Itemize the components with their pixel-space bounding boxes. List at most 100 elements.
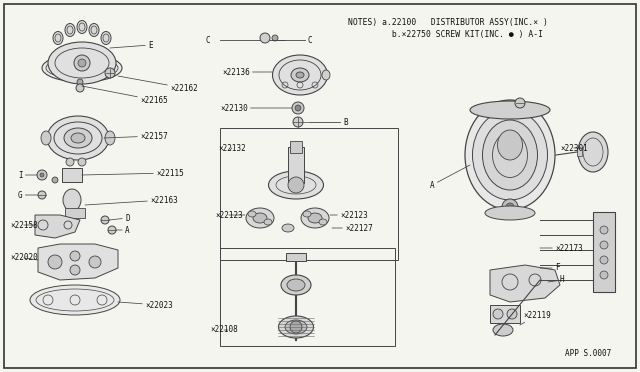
Circle shape [74, 55, 90, 71]
Text: ×22127: ×22127 [332, 224, 372, 232]
Text: E: E [110, 41, 152, 49]
Bar [65, 208, 85, 218]
Text: A: A [430, 165, 470, 189]
Ellipse shape [303, 211, 311, 217]
Ellipse shape [301, 208, 329, 228]
Circle shape [600, 241, 608, 249]
Circle shape [600, 271, 608, 279]
Text: ×22115: ×22115 [82, 169, 184, 177]
Ellipse shape [246, 208, 274, 228]
Text: ×22020: ×22020 [10, 253, 38, 263]
Text: NOTES) a.22100   DISTRIBUTOR ASSY(INC.× ): NOTES) a.22100 DISTRIBUTOR ASSY(INC.× ) [348, 18, 548, 27]
Bar [288, 147, 304, 183]
Text: I: I [18, 170, 37, 180]
Polygon shape [490, 265, 560, 302]
Text: ×22162: ×22162 [118, 76, 198, 93]
Ellipse shape [71, 133, 85, 143]
Ellipse shape [282, 224, 294, 232]
Ellipse shape [483, 120, 538, 190]
Ellipse shape [308, 213, 322, 223]
Text: C: C [205, 35, 210, 45]
Circle shape [515, 98, 525, 108]
Ellipse shape [497, 130, 522, 160]
Circle shape [101, 216, 109, 224]
Text: A: A [116, 225, 130, 234]
Circle shape [108, 226, 116, 234]
Ellipse shape [273, 55, 328, 95]
Circle shape [89, 256, 101, 268]
Circle shape [600, 226, 608, 234]
Ellipse shape [77, 45, 87, 58]
Text: ×22132: ×22132 [218, 144, 246, 153]
Text: D: D [109, 214, 130, 222]
Bar [220, 128, 398, 260]
Circle shape [76, 84, 84, 92]
Text: F: F [540, 263, 559, 273]
Bar [220, 248, 395, 346]
Circle shape [52, 177, 58, 183]
Bar [490, 305, 520, 323]
Ellipse shape [285, 320, 307, 334]
Text: ×22165: ×22165 [82, 86, 168, 105]
Circle shape [38, 191, 46, 199]
Ellipse shape [53, 32, 63, 45]
Circle shape [40, 173, 44, 177]
Ellipse shape [105, 131, 115, 145]
Ellipse shape [278, 316, 314, 338]
Circle shape [66, 158, 74, 166]
Text: ×22023: ×22023 [118, 301, 173, 310]
Text: ×22123: ×22123 [215, 211, 245, 219]
Text: ×22157: ×22157 [104, 131, 168, 141]
Ellipse shape [281, 275, 311, 295]
Circle shape [105, 68, 115, 78]
Text: ×22173: ×22173 [540, 244, 583, 253]
Text: APP S.0007: APP S.0007 [565, 349, 611, 358]
Circle shape [37, 170, 47, 180]
Ellipse shape [42, 54, 122, 82]
Ellipse shape [253, 213, 267, 223]
Ellipse shape [47, 116, 109, 160]
Polygon shape [35, 215, 80, 238]
Circle shape [77, 79, 83, 85]
Text: ×22119: ×22119 [520, 311, 551, 325]
Circle shape [493, 309, 503, 319]
Bar [290, 141, 302, 153]
Text: C: C [308, 35, 312, 45]
Ellipse shape [269, 171, 323, 199]
Circle shape [293, 117, 303, 127]
Ellipse shape [77, 20, 87, 33]
Ellipse shape [465, 100, 555, 210]
Text: b.×22750 SCREW KIT(INC. ● ) A-I: b.×22750 SCREW KIT(INC. ● ) A-I [348, 30, 543, 39]
Circle shape [78, 59, 86, 67]
Circle shape [70, 251, 80, 261]
Ellipse shape [493, 324, 513, 336]
Ellipse shape [470, 101, 550, 119]
Bar [62, 168, 82, 182]
Circle shape [288, 177, 304, 193]
Text: ×22108: ×22108 [210, 326, 237, 334]
Text: ×22123: ×22123 [330, 211, 368, 219]
Ellipse shape [65, 23, 75, 36]
Circle shape [272, 35, 278, 41]
Text: H: H [548, 276, 564, 285]
Circle shape [292, 102, 304, 114]
Ellipse shape [264, 219, 272, 225]
Ellipse shape [287, 279, 305, 291]
Ellipse shape [322, 70, 330, 80]
Ellipse shape [30, 285, 120, 315]
Bar [577, 148, 582, 156]
Text: B: B [343, 118, 348, 126]
Text: ×22158: ×22158 [10, 221, 38, 230]
Text: G: G [18, 190, 38, 199]
Text: ×22130: ×22130 [220, 103, 292, 112]
Ellipse shape [48, 42, 116, 84]
Circle shape [507, 309, 517, 319]
Ellipse shape [248, 211, 256, 217]
Circle shape [78, 158, 86, 166]
Text: ×22301: ×22301 [560, 144, 588, 153]
Bar [593, 212, 615, 292]
Circle shape [48, 255, 62, 269]
Ellipse shape [63, 189, 81, 211]
Ellipse shape [41, 131, 51, 145]
Circle shape [600, 256, 608, 264]
